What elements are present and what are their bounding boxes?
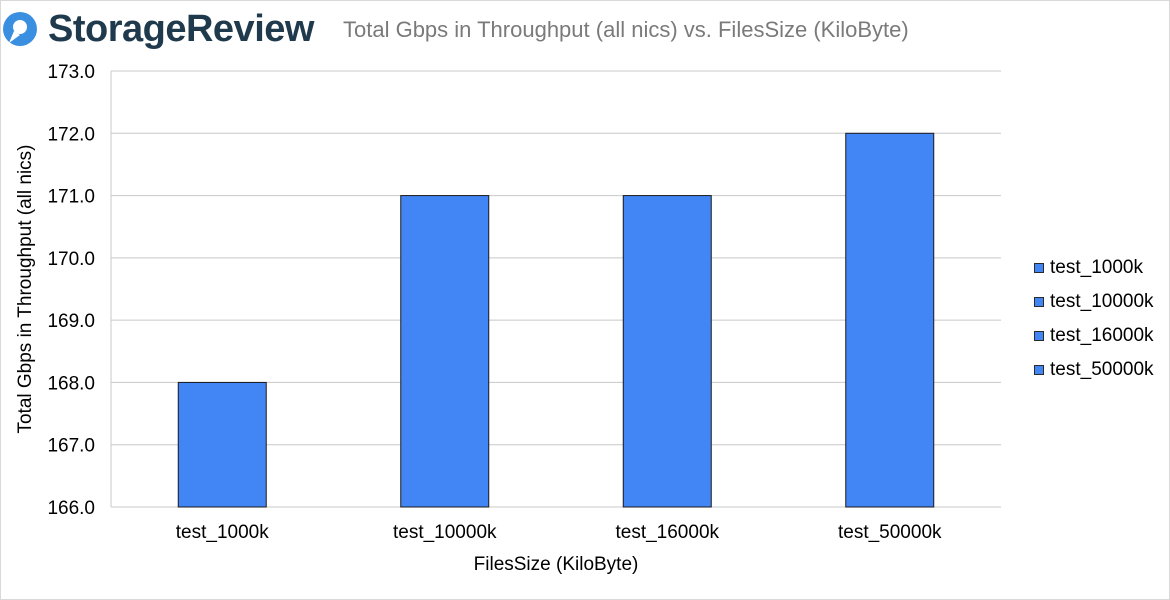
legend-label: test_1000k (1050, 257, 1143, 278)
y-tick-label: 167.0 (47, 436, 95, 457)
bar-test_16000k (622, 195, 712, 508)
legend-item: test_16000k (1034, 322, 1168, 348)
storagereview-logo-icon (3, 12, 37, 46)
y-tick-label: 168.0 (47, 373, 95, 394)
legend-item: test_1000k (1034, 254, 1168, 280)
x-axis-title: FilesSize (KiloByte) (474, 554, 639, 575)
legend-swatch (1034, 297, 1044, 307)
bar-test_10000k (400, 195, 490, 508)
legend-swatch (1034, 365, 1044, 375)
bar-test_50000k (845, 132, 935, 508)
y-tick-label: 166.0 (47, 498, 95, 519)
y-tick-label: 169.0 (47, 311, 95, 332)
y-tick-label: 170.0 (47, 249, 95, 270)
chart-title: Total Gbps in Throughput (all nics) vs. … (343, 17, 909, 42)
y-axis-title: Total Gbps in Throughput (all nics) (15, 144, 36, 433)
brand-name: StorageReview (48, 8, 314, 50)
chart-legend: test_1000k test_10000k test_16000k test_500… (1034, 254, 1168, 390)
legend-item: test_10000k (1034, 288, 1168, 314)
legend-swatch (1034, 263, 1044, 273)
legend-label: test_10000k (1050, 291, 1154, 312)
header: StorageReview Total Gbps in Throughput (… (0, 0, 1170, 62)
x-tick-label: test_1000k (176, 522, 269, 543)
x-tick-label: test_50000k (838, 522, 942, 543)
legend-label: test_50000k (1050, 359, 1154, 380)
bar-test_1000k (177, 381, 267, 508)
legend-item: test_50000k (1034, 356, 1168, 382)
y-tick-label: 171.0 (47, 187, 95, 208)
y-tick-label: 173.0 (47, 62, 95, 83)
x-tick-label: test_16000k (615, 522, 719, 543)
x-tick-label: test_10000k (393, 522, 497, 543)
legend-label: test_16000k (1050, 325, 1154, 346)
legend-swatch (1034, 331, 1044, 341)
y-tick-label: 172.0 (47, 124, 95, 145)
